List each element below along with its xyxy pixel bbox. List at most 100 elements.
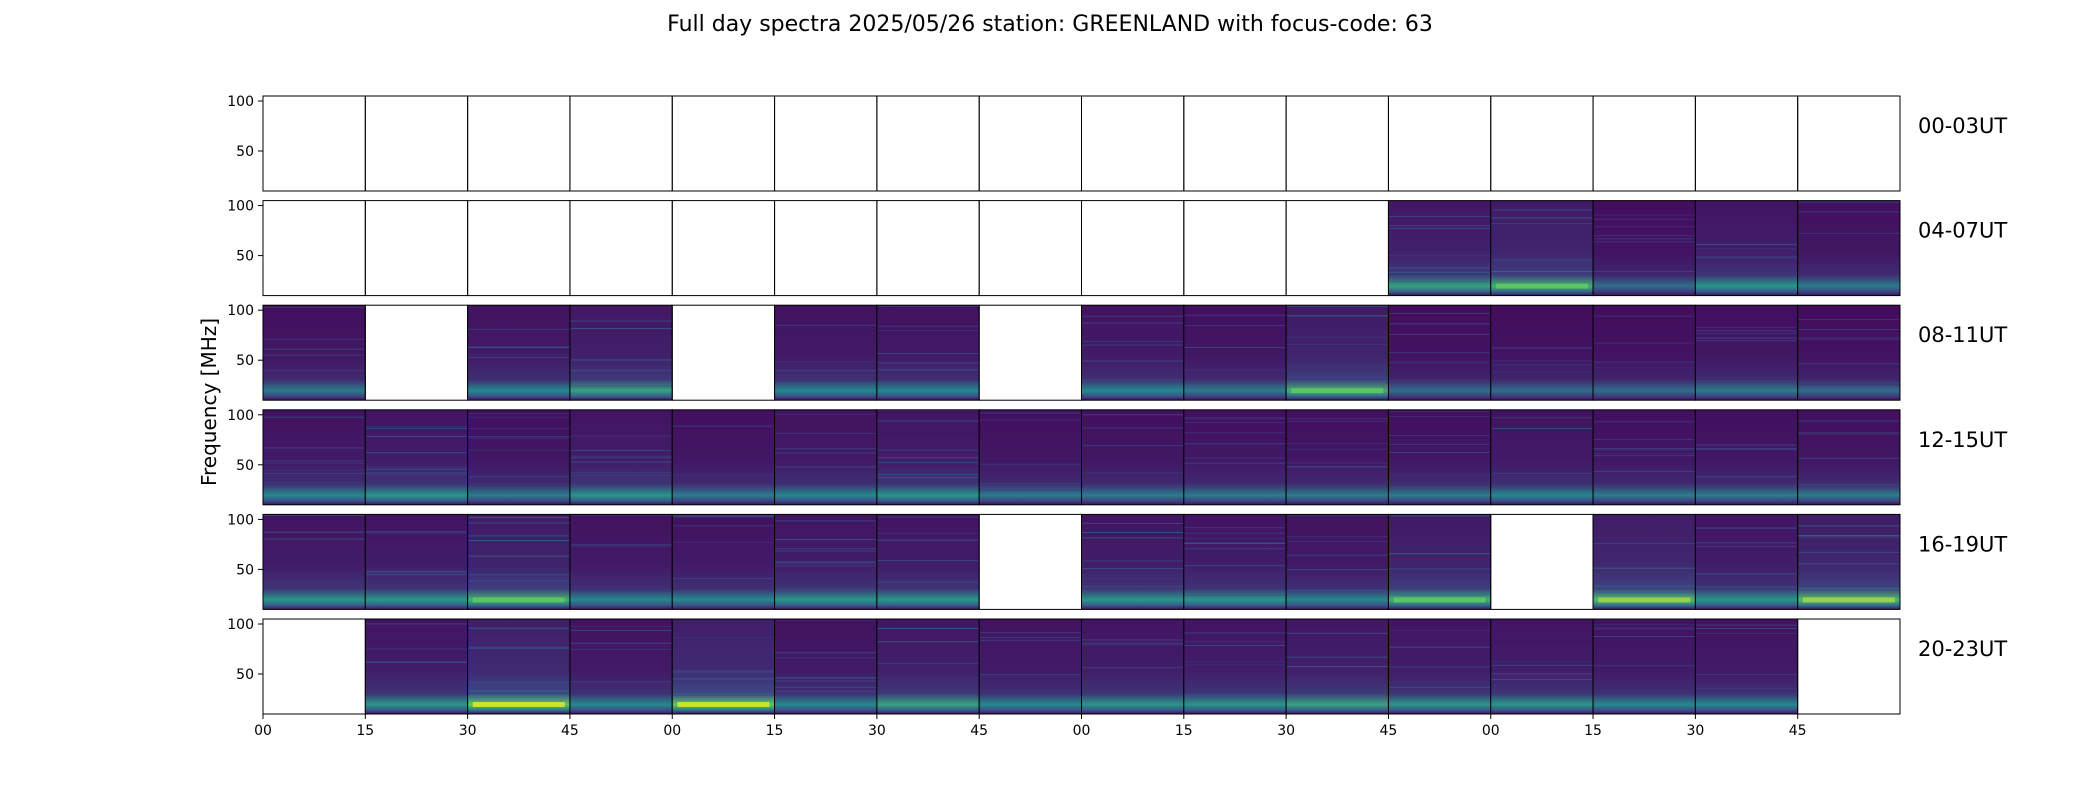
x-tick-label: 45: [1789, 723, 1807, 739]
interference-line: [774, 380, 877, 382]
panel-frame: [671, 200, 776, 297]
interference-line: [876, 362, 980, 364]
interference-line: [569, 457, 673, 459]
interference-line: [1183, 462, 1287, 464]
spectrum-panel: [1387, 409, 1492, 506]
spectrum-fill: [1593, 619, 1696, 714]
interference-line: [672, 425, 775, 427]
spectrum-panel: [1183, 95, 1287, 192]
spectrum-fill: [365, 514, 468, 610]
interference-line: [876, 305, 980, 307]
spectrum-panel: [671, 513, 776, 610]
interference-line: [672, 516, 775, 518]
interference-line: [467, 682, 570, 684]
interference-line: [1593, 585, 1696, 587]
interference-line: [569, 370, 673, 372]
x-tick-label: 00: [1482, 723, 1500, 739]
interference-line: [1081, 644, 1184, 646]
interference-line: [1695, 573, 1798, 575]
interference-line: [1695, 248, 1798, 250]
spectrum-panel: [671, 409, 776, 506]
interference-line: [569, 642, 673, 644]
interference-line: [672, 672, 775, 674]
interference-line: [467, 694, 570, 696]
interference-line: [467, 580, 570, 582]
spectrum-panel: [1285, 513, 1389, 610]
interference-line: [672, 670, 775, 672]
interference-line: [1388, 411, 1491, 413]
interference-line: [1593, 592, 1696, 594]
interference-line: [1593, 448, 1696, 449]
spectrum-fill: [1593, 409, 1696, 505]
interference-line: [1797, 433, 1900, 435]
interference-line: [1593, 238, 1696, 240]
interference-line: [1593, 567, 1696, 569]
interference-line: [1081, 522, 1184, 524]
interference-line: [1797, 551, 1900, 553]
spectrum-panel: [262, 513, 366, 610]
interference-line: [1490, 428, 1594, 429]
y-tick-label: 50: [236, 249, 254, 265]
interference-line: [365, 623, 468, 625]
interference-line: [1388, 629, 1491, 631]
y-axis-label: Frequency [MHz]: [197, 318, 221, 486]
interference-line: [263, 470, 366, 471]
interference-line: [1593, 470, 1696, 472]
interference-line: [467, 356, 570, 358]
interference-line: [1490, 209, 1594, 211]
spectrum-panel: [1285, 304, 1389, 401]
interference-line: [263, 370, 366, 372]
interference-line: [467, 627, 570, 629]
interference-line: [774, 652, 877, 654]
panel-frame: [876, 200, 980, 297]
interference-line: [1593, 624, 1696, 626]
interference-line: [774, 466, 877, 468]
interference-line: [467, 346, 570, 348]
spectrum-panel: [978, 200, 1082, 297]
y-tick-label: 100: [227, 617, 254, 633]
spectrum-fill: [1183, 409, 1287, 505]
interference-line: [672, 514, 775, 516]
interference-line: [1183, 694, 1287, 696]
spectrum-panel: [1592, 618, 1696, 715]
interference-line: [1286, 590, 1389, 591]
interference-line: [1388, 281, 1491, 282]
interference-line: [1183, 418, 1287, 420]
spectrum-fill: [1183, 514, 1287, 610]
spectrum-fill: [467, 619, 570, 714]
interference-line: [1490, 371, 1594, 373]
spectrum-panel: [1285, 95, 1389, 192]
interference-line: [467, 555, 570, 557]
interference-line: [1388, 352, 1491, 354]
panel-frame: [1490, 95, 1594, 192]
interference-line: [1286, 343, 1389, 345]
interference-line: [1286, 466, 1389, 468]
interference-line: [263, 482, 366, 484]
spectrum-panel: [262, 409, 366, 506]
interference-line: [1593, 361, 1696, 363]
interference-line: [1593, 315, 1696, 317]
interference-line: [876, 663, 980, 665]
spectrum-fill: [1593, 514, 1696, 610]
x-tick-label: 30: [459, 723, 477, 739]
x-tick-label: 45: [970, 723, 988, 739]
interference-line: [1183, 664, 1287, 666]
interference-line: [1490, 473, 1594, 474]
interference-line: [569, 625, 673, 627]
interference-line: [774, 413, 877, 415]
interference-line: [774, 520, 877, 522]
interference-line: [1286, 315, 1389, 317]
spectrum-panel: [364, 513, 469, 610]
interference-line: [1490, 347, 1594, 349]
spectrum-panel: [1081, 304, 1185, 401]
interference-line: [1593, 543, 1696, 545]
interference-line: [1183, 432, 1287, 434]
interference-line: [1695, 333, 1798, 335]
interference-line: [1797, 363, 1900, 365]
interference-line: [263, 531, 366, 533]
interference-line: [1695, 586, 1798, 588]
interference-line: [1797, 525, 1900, 527]
row-label: 12-15UT: [1918, 428, 2007, 452]
panel-frame: [1387, 95, 1492, 192]
panel-frame: [671, 95, 776, 192]
